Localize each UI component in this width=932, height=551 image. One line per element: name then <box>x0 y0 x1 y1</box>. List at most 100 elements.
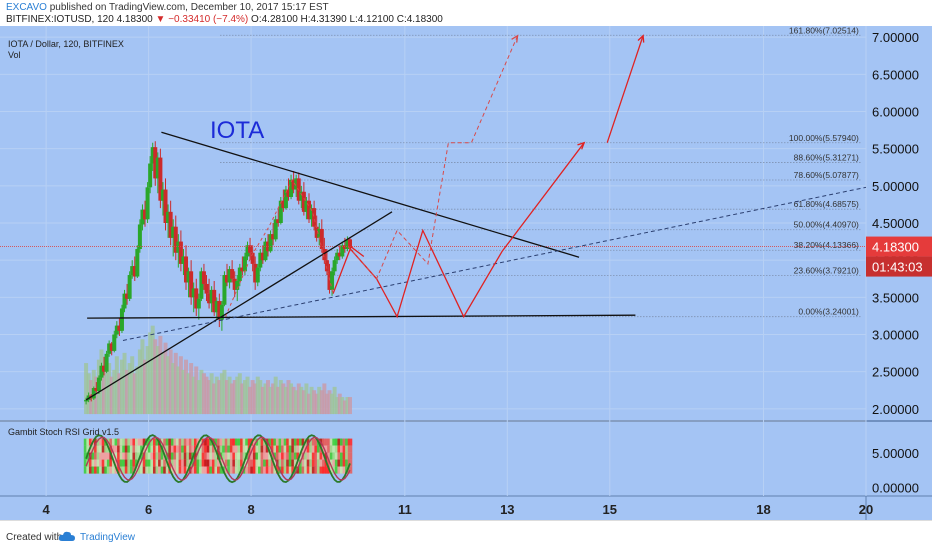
projection-arrowhead[interactable] <box>577 141 586 150</box>
fib-level-label: 38.20%(4.13366) <box>794 240 859 250</box>
volume-bar <box>248 386 253 415</box>
candle-body <box>171 226 176 238</box>
stoch-grid-cell <box>229 445 235 453</box>
stoch-grid-cell <box>273 438 278 446</box>
triangle-lower-trendline[interactable] <box>85 211 393 401</box>
stoch-grid-cell <box>186 459 191 467</box>
volume-bar <box>296 383 301 415</box>
volume-bar <box>268 386 273 415</box>
volume-bar <box>337 393 342 415</box>
stoch-grid-cell <box>117 459 122 467</box>
volume-bar <box>145 346 150 415</box>
stoch-grid-cell <box>158 438 163 446</box>
stoch-grid-cell <box>129 466 135 474</box>
stoch-grid-cell <box>173 466 179 474</box>
stoch-grid-cell <box>283 438 289 446</box>
publisher-user[interactable]: EXCAVO <box>6 2 47 13</box>
stoch-grid-cell <box>260 459 266 467</box>
volume-bar <box>319 390 324 415</box>
stoch-grid-cell <box>124 438 130 446</box>
history-path-dashed[interactable] <box>225 178 334 317</box>
stoch-grid-cell <box>152 445 158 453</box>
candle-body <box>153 147 158 179</box>
header-bar: EXCAVO published on TradingView.com, Dec… <box>0 0 932 26</box>
volume-bar <box>250 380 255 415</box>
stoch-grid-cell <box>301 459 307 467</box>
volume-bar <box>227 376 232 415</box>
stoch-grid-cell <box>204 466 209 474</box>
stoch-grid-cell <box>334 438 340 446</box>
volume-bar <box>173 352 178 415</box>
projection-arrowhead-dashed[interactable] <box>511 34 519 43</box>
stoch-grid-cell <box>309 466 314 474</box>
triangle-upper-trendline[interactable] <box>161 131 580 258</box>
candle-body <box>291 179 296 190</box>
stoch-grid-cell <box>252 438 258 446</box>
volume-bar <box>114 356 119 415</box>
stoch-grid-cell <box>334 452 340 460</box>
stoch-grid-cell <box>140 452 145 460</box>
stoch-grid-cell <box>191 445 196 453</box>
stoch-grid-cell <box>201 459 207 467</box>
projection-arrowhead[interactable] <box>637 34 645 43</box>
volume-bar <box>135 366 140 415</box>
history-path-solid[interactable] <box>332 245 365 294</box>
support-line[interactable] <box>87 314 636 319</box>
stoch-grid-cell <box>178 452 184 460</box>
volume-bar <box>150 325 155 415</box>
candle-body <box>130 266 135 276</box>
candle-body <box>119 308 124 331</box>
stoch-grid-cell <box>278 452 284 460</box>
stoch-grid-cell <box>193 466 199 474</box>
stoch-grid-cell <box>101 438 107 446</box>
iota-annotation[interactable]: IOTA <box>210 117 264 144</box>
candle-body <box>112 334 117 351</box>
stoch-grid-cell <box>222 445 227 453</box>
stoch-grid-cell <box>193 459 199 467</box>
candle-body <box>294 178 299 190</box>
indicator-label: Gambit Stoch RSI Grid v1.5 <box>8 427 119 437</box>
stoch-grid-cell <box>304 452 309 460</box>
time-axis[interactable] <box>0 496 932 520</box>
stoch-grid-cell <box>342 445 348 453</box>
candle-body <box>140 209 145 225</box>
stoch-grid-cell <box>263 445 268 453</box>
volume-bar <box>132 373 137 415</box>
candle-body <box>214 301 219 313</box>
stoch-grid-cell <box>229 438 235 446</box>
price-tick-label: 5.00000 <box>872 179 919 194</box>
stoch-grid-cell <box>155 438 161 446</box>
tradingview-brand[interactable]: TradingView <box>80 532 136 543</box>
stoch-grid-cell <box>337 459 343 467</box>
candle-body <box>135 249 140 277</box>
volume-bar <box>242 380 247 415</box>
candle-body <box>117 325 122 331</box>
price-chart[interactable]: 161.80%(7.02514) 100.00%(5.57940) 88.60%(5… <box>0 25 932 520</box>
candle-body <box>258 252 263 268</box>
candle-body <box>289 179 294 197</box>
volume-bar <box>217 380 222 415</box>
countdown-tag <box>866 256 932 277</box>
chart-container[interactable]: 161.80%(7.02514) 100.00%(5.57940) 88.60%(5… <box>0 25 932 520</box>
projection-path-dashed[interactable] <box>348 35 519 280</box>
stoch-grid-cell <box>155 445 161 453</box>
stoch-grid-cell <box>242 445 248 453</box>
candle-body <box>237 267 242 281</box>
stoch-grid-cell <box>296 466 302 474</box>
stoch-grid-cell <box>168 445 173 453</box>
volume-bar <box>330 393 335 415</box>
time-tick-label: 13 <box>500 502 514 517</box>
stoch-grid-cell <box>227 452 232 460</box>
stoch-grid-cell <box>273 445 278 453</box>
stoch-grid-cell <box>155 452 161 460</box>
tradingview-cloud-icon[interactable] <box>58 529 76 543</box>
stoch-grid-cell <box>237 459 243 467</box>
stoch-grid-cell <box>165 438 171 446</box>
stoch-grid-cell <box>219 445 225 453</box>
projection-extension-solid[interactable] <box>606 35 644 143</box>
candle-body <box>166 211 171 223</box>
volume-bar <box>196 380 201 415</box>
stoch-grid-cell <box>255 459 261 467</box>
stoch-grid-cell <box>127 438 132 446</box>
stoch-grid-cell <box>111 466 117 474</box>
